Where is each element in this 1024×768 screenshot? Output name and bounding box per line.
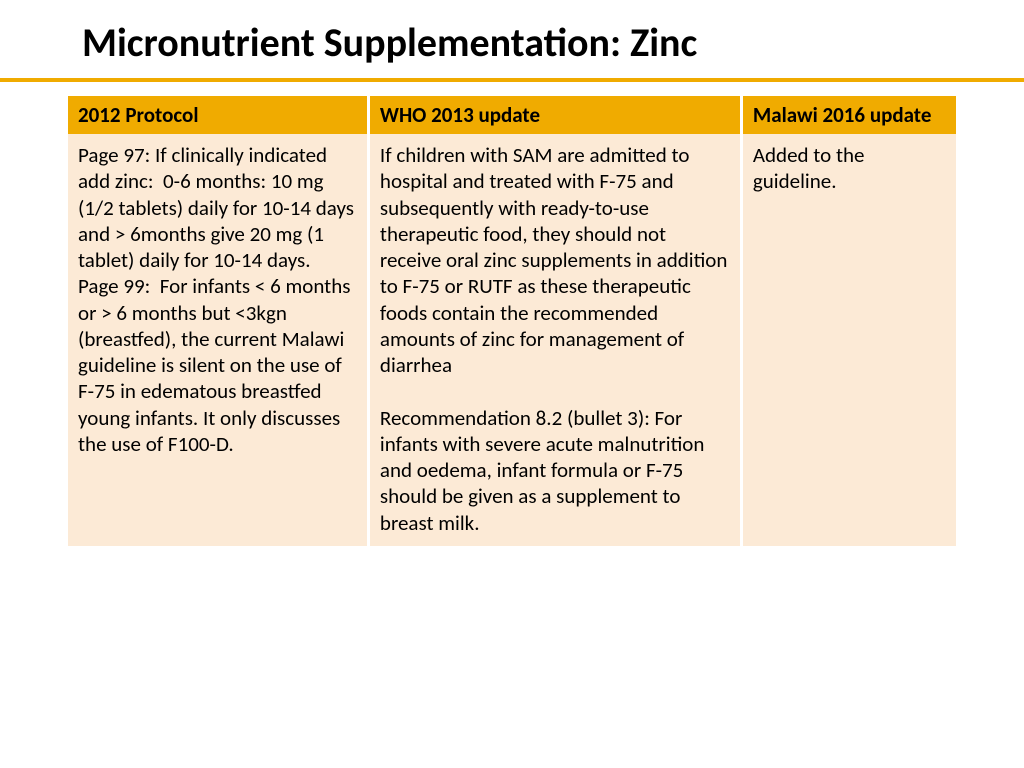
cell-malawi-2016: Added to the guideline. bbox=[743, 134, 956, 546]
cell-2012-protocol: Page 97: If clinically indicated add zin… bbox=[68, 134, 370, 546]
table-row: Page 97: If clinically indicated add zin… bbox=[68, 134, 956, 546]
cell-who-2013: If children with SAM are admitted to hos… bbox=[370, 134, 743, 546]
slide: Micronutrient Supplementation: Zinc 2012… bbox=[0, 0, 1024, 768]
table-header-row: 2012 Protocol WHO 2013 update Malawi 201… bbox=[68, 96, 956, 134]
table-container: 2012 Protocol WHO 2013 update Malawi 201… bbox=[0, 82, 1024, 546]
column-header-malawi2016: Malawi 2016 update bbox=[743, 96, 956, 134]
page-title: Micronutrient Supplementation: Zinc bbox=[82, 20, 956, 66]
title-block: Micronutrient Supplementation: Zinc bbox=[0, 0, 1024, 76]
column-header-who2013: WHO 2013 update bbox=[370, 96, 743, 134]
comparison-table: 2012 Protocol WHO 2013 update Malawi 201… bbox=[68, 96, 956, 546]
column-header-2012: 2012 Protocol bbox=[68, 96, 370, 134]
